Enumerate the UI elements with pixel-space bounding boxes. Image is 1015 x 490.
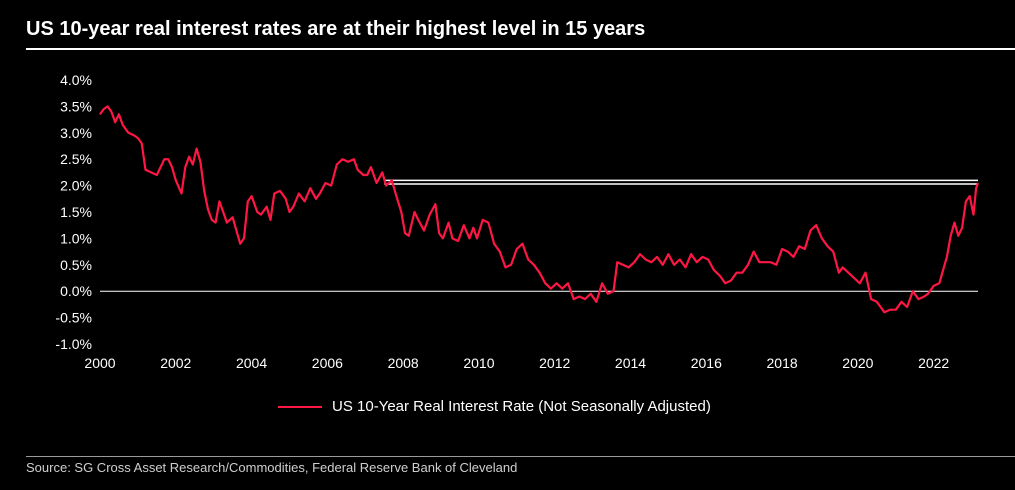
chart-title: US 10-year real interest rates are at th…	[26, 18, 646, 40]
x-tick-label: 2000	[84, 355, 115, 371]
x-tick-label: 2010	[463, 355, 494, 371]
legend-label: US 10-Year Real Interest Rate (Not Seaso…	[332, 398, 711, 415]
y-tick-label: 3.0%	[60, 125, 92, 141]
source-divider	[26, 456, 1015, 457]
x-tick-label: 2016	[691, 355, 722, 371]
x-tick-label: 2006	[312, 355, 343, 371]
x-tick-label: 2014	[615, 355, 646, 371]
x-tick-label: 2012	[539, 355, 570, 371]
x-tick-label: 2004	[236, 355, 267, 371]
y-tick-label: 2.0%	[60, 178, 92, 194]
reference-band	[384, 179, 978, 185]
y-tick-label: 1.5%	[60, 204, 92, 220]
title-underline	[26, 48, 1015, 50]
y-tick-label: 0.5%	[60, 257, 92, 273]
y-tick-label: 3.5%	[60, 98, 92, 114]
x-tick-label: 2008	[388, 355, 419, 371]
y-axis: 4.0% 3.5% 3.0% 2.5% 2.0% 1.5% 1.0% 0.5% 0.0% -0.5…	[55, 72, 92, 352]
legend: US 10-Year Real Interest Rate (Not Seaso…	[278, 398, 711, 415]
x-tick-label: 2018	[767, 355, 798, 371]
source-note: Source: SG Cross Asset Research/Commodit…	[26, 460, 518, 475]
x-tick-label: 2002	[160, 355, 191, 371]
y-tick-label: 1.0%	[60, 230, 92, 246]
y-tick-label: 0.0%	[60, 283, 92, 299]
y-tick-label: -0.5%	[55, 310, 92, 326]
x-tick-label: 2022	[918, 355, 949, 371]
x-tick-label: 2020	[842, 355, 873, 371]
series-line	[99, 105, 980, 314]
legend-swatch	[278, 405, 322, 408]
y-tick-label: 4.0%	[60, 72, 92, 88]
y-tick-label: -1.0%	[55, 336, 92, 352]
x-axis: 2000 2002 2004 2006 2008 2010 2012 2014 2016 2018…	[84, 355, 949, 371]
y-tick-label: 2.5%	[60, 151, 92, 167]
